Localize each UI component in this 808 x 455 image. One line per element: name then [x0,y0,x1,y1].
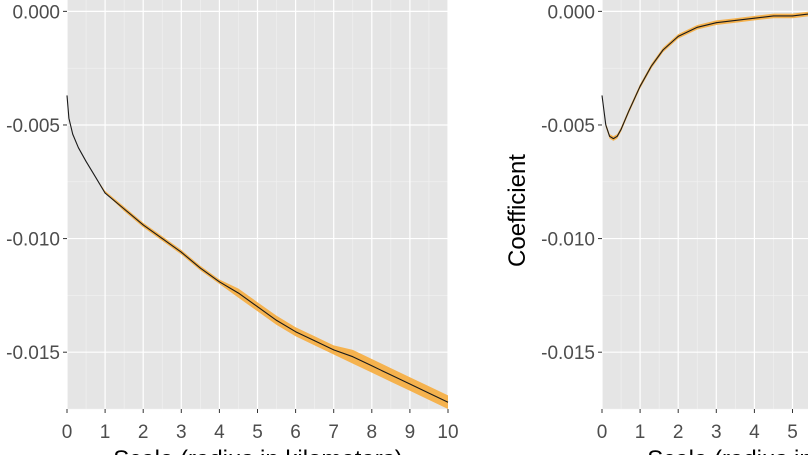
x-tick-label: 4 [749,422,760,443]
x-axis-title: Scale (radius in kilometers) [647,446,808,455]
panel-background [602,0,808,409]
y-tick-label: -0.005 [6,116,60,137]
y-tick-label: -0.005 [541,116,595,137]
x-tick-label: 4 [214,422,225,443]
y-tick-label: -0.010 [6,230,60,251]
x-tick-label: 7 [328,422,339,443]
coefficient-line [66,95,449,403]
x-axis-title: Scale (radius in kilometers) [113,446,402,455]
x-tick-label: 2 [138,422,149,443]
x-tick-label: 5 [787,422,798,443]
x-tick-label: 5 [252,422,263,443]
x-tick-label: 10 [437,422,458,443]
x-tick-label: 1 [100,422,111,443]
y-tick-label: 0.000 [547,2,595,23]
x-tick-label: 9 [405,422,416,443]
y-axis-title: Coefficient [504,154,531,267]
x-tick-label: 2 [673,422,684,443]
right-panel: 0.000-0.005-0.010-0.015012345678910Scale… [504,0,808,455]
x-tick-label: 1 [635,422,646,443]
x-tick-label: 0 [597,422,608,443]
x-tick-label: 8 [367,422,378,443]
x-tick-label: 3 [176,422,187,443]
confidence-ribbon [602,11,808,141]
y-tick-label: -0.015 [541,343,595,364]
coefficient-line [601,13,808,140]
confidence-ribbon [67,95,448,410]
left-panel: 0.000 -0.005 -0.010 -0.015 0 1 2 3 4 5 6 7 8 9 10 Scale… [6,0,459,455]
x-tick-label: 0 [62,422,73,443]
y-tick-label: -0.010 [541,230,595,251]
y-tick-label: -0.015 [6,343,60,364]
x-tick-label: 3 [711,422,722,443]
x-tick-label: 6 [290,422,301,443]
y-tick-label: 0.000 [12,2,60,23]
